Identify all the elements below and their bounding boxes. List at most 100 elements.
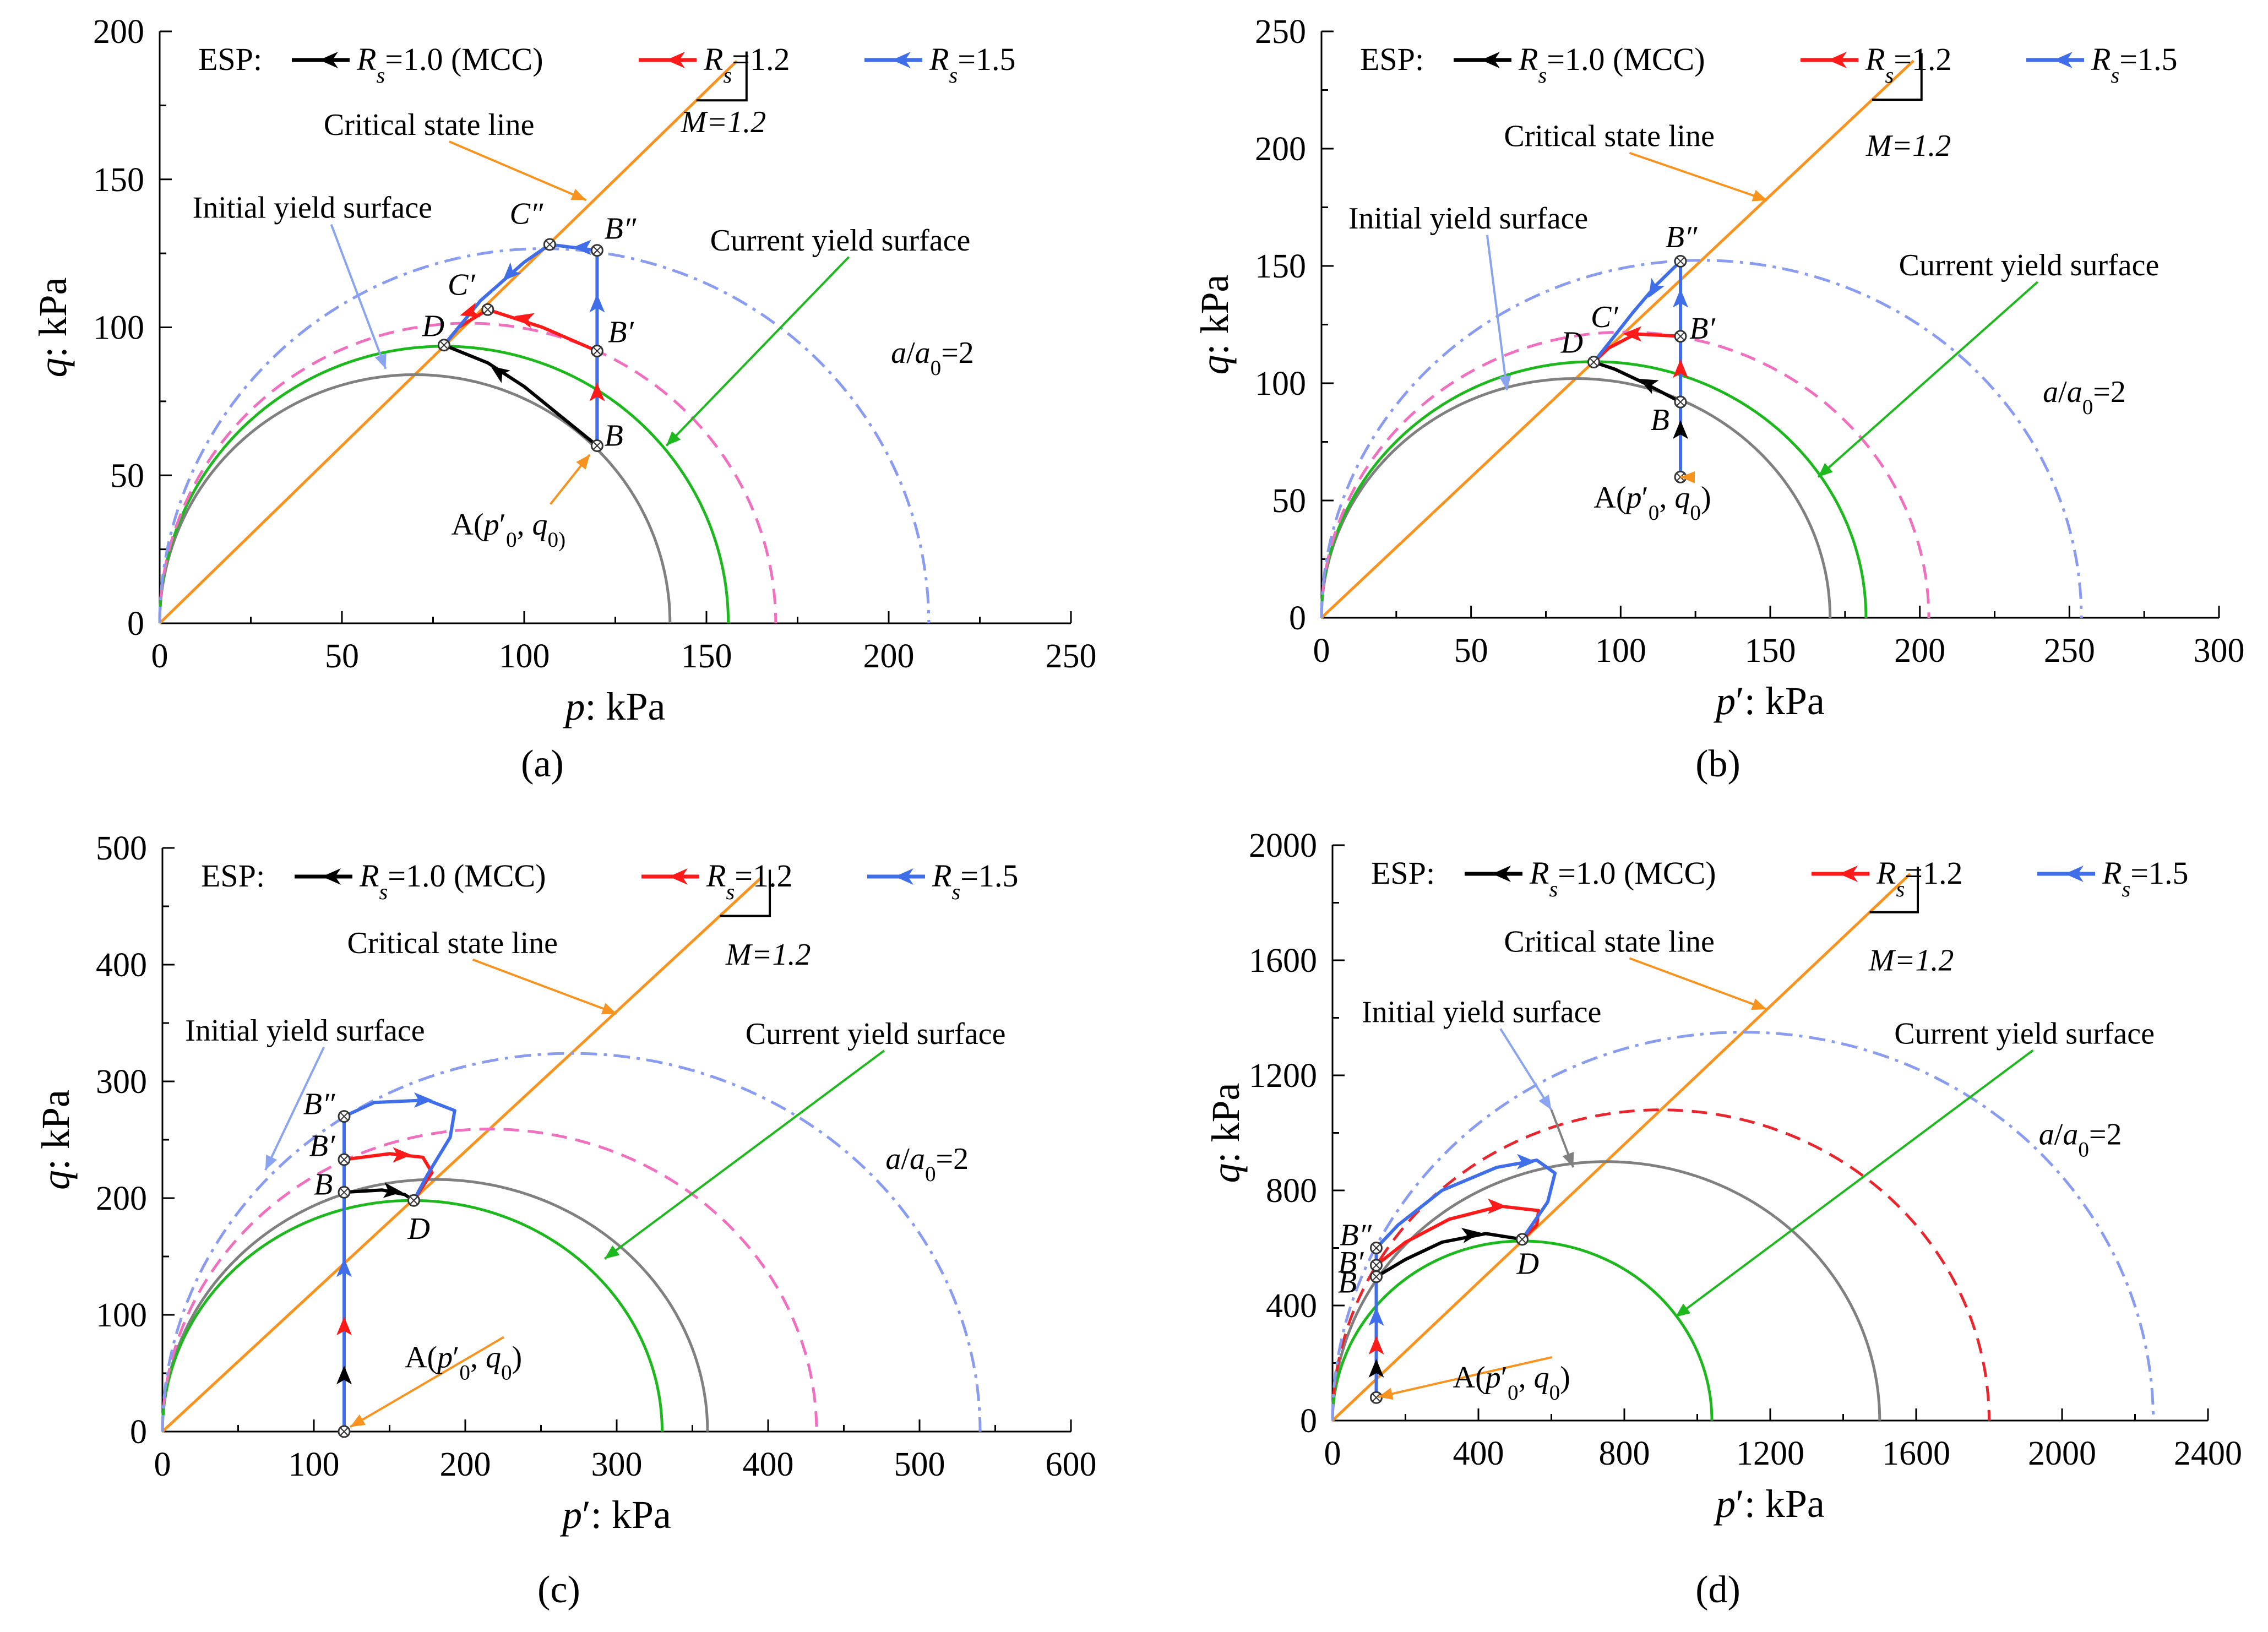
legend-arrowhead xyxy=(669,868,688,885)
annotation-label: Initial yield surface xyxy=(193,191,432,225)
slope-label: M=1.2 xyxy=(1865,129,1951,163)
a-ratio-label-part: 0 xyxy=(925,1162,936,1186)
point-label: C′ xyxy=(448,268,475,302)
x-tick-label: 1200 xyxy=(1736,1435,1804,1472)
annotation-leader xyxy=(1629,151,1768,202)
annotation-label: Critical state line xyxy=(1504,924,1715,959)
legend-entry-label-part: R xyxy=(1876,855,1896,891)
x-tick-label: 250 xyxy=(2044,632,2095,670)
y-tick-label: 400 xyxy=(96,946,147,984)
annotation-leader xyxy=(603,1049,885,1260)
legend-entry-label-part: =1.0 (MCC) xyxy=(385,41,543,77)
annotation-arrowhead xyxy=(570,189,586,200)
annotation-label: A(p′0, q0) xyxy=(1453,1361,1570,1405)
path-arrowhead xyxy=(336,1366,352,1385)
y-axis-label-part: : kPa xyxy=(31,277,75,357)
y-tick-label: 0 xyxy=(1289,600,1306,637)
legend-entry-label-part: =1.5 xyxy=(960,858,1018,894)
annotation-arrowhead xyxy=(1675,1303,1691,1317)
y-axis-label-part: : kPa xyxy=(1204,1082,1248,1163)
path-arrowhead xyxy=(589,382,605,401)
point-label: B xyxy=(1338,1265,1357,1299)
point-label: D xyxy=(422,309,444,344)
path-arrowhead xyxy=(1517,1154,1536,1169)
y-tick-label: 250 xyxy=(1255,13,1306,51)
a-ratio-label-part: / xyxy=(906,336,915,370)
annotation-label-part: , xyxy=(470,1340,486,1374)
annotation-arrowhead xyxy=(1378,1388,1394,1400)
annotation-leader xyxy=(1674,1049,2034,1318)
annotation-arrowhead xyxy=(1562,1151,1574,1168)
a-ratio-label: a/a0=2 xyxy=(2043,375,2126,419)
path-arrowhead xyxy=(1639,378,1659,394)
y-axis-label: q: kPa xyxy=(31,277,75,377)
legend-entry-label-part: =1.0 (MCC) xyxy=(388,858,546,894)
point-label: B′ xyxy=(608,315,634,349)
annotation-label: A(p′0, q0) xyxy=(452,508,566,552)
x-axis-label-part: : kPa xyxy=(585,684,665,728)
legend-entry-label: Rs=1.0 (MCC) xyxy=(359,858,546,904)
panel-caption-part: ( xyxy=(1695,1569,1708,1611)
state-marker-cross xyxy=(546,241,554,248)
x-axis-label: p′: kPa xyxy=(559,1493,671,1537)
yield-surface-3 xyxy=(161,1052,982,1432)
path-arrowhead xyxy=(1488,1198,1507,1214)
x-axis-label: p′: kPa xyxy=(1713,679,1825,723)
annotation-arrowhead xyxy=(1752,189,1767,202)
annotation-label-part: 0 xyxy=(459,1361,470,1384)
legend-entry-label-part: =1.2 xyxy=(1894,41,1951,77)
slope-triangle xyxy=(696,51,748,102)
x-axis-label-part: p xyxy=(559,1493,582,1537)
path-arrowhead xyxy=(336,1317,352,1336)
x-axis-label-part: p xyxy=(1713,1482,1736,1526)
state-marker-cross xyxy=(340,1188,348,1196)
annotation-label-part: ′ xyxy=(453,1340,459,1374)
a-ratio-label-part: a xyxy=(915,336,931,370)
state-marker-cross xyxy=(593,442,601,450)
legend-entry-label-part: s xyxy=(949,63,958,88)
state-marker-cross xyxy=(593,347,601,355)
point-label: B″ xyxy=(605,211,637,246)
annotation-label-part: ′ xyxy=(1642,481,1649,515)
y-tick-label: 800 xyxy=(1266,1172,1317,1210)
legend-arrowhead xyxy=(892,52,911,68)
annotation-arrowhead xyxy=(350,1414,366,1427)
state-marker-cross xyxy=(1372,1273,1380,1281)
legend-arrowhead xyxy=(322,868,341,885)
legend-prefix: ESP: xyxy=(198,41,262,77)
point-label: B′ xyxy=(1338,1245,1364,1280)
y-axis-label-part: q xyxy=(1204,1163,1248,1183)
path-arrowhead xyxy=(1673,289,1688,308)
x-tick-label: 150 xyxy=(681,638,732,675)
annotation-label-part: A( xyxy=(1453,1361,1486,1395)
x-tick-label: 100 xyxy=(1595,632,1646,670)
path-arrowhead xyxy=(1461,1227,1481,1243)
x-tick-label: 50 xyxy=(1454,632,1488,670)
legend-entry-label: Rs=1.5 xyxy=(2102,855,2188,901)
x-axis-label: p: kPa xyxy=(562,684,665,728)
state-marker-cross xyxy=(1677,398,1684,406)
panel-caption-part: ) xyxy=(568,1569,580,1611)
panel-caption-part: a xyxy=(534,743,551,785)
legend-entry-label-part: =1.5 xyxy=(958,41,1015,77)
slope-label: M=1.2 xyxy=(681,105,766,139)
stress-path-series-2 xyxy=(1374,1158,1557,1398)
legend-arrowhead xyxy=(2065,866,2084,882)
path-arrowhead xyxy=(414,1092,433,1108)
yield-surface-3 xyxy=(1320,259,2083,618)
panel-caption: (a) xyxy=(521,743,564,785)
y-axis-label-part: q xyxy=(34,1170,78,1190)
y-tick-label: 150 xyxy=(93,161,144,199)
a-ratio-label-part: / xyxy=(901,1142,910,1176)
legend-entry-label-part: s xyxy=(1885,63,1894,88)
legend-entry-label: Rs=1.5 xyxy=(932,858,1018,904)
x-tick-label: 0 xyxy=(1313,632,1330,670)
path-arrowhead xyxy=(1623,326,1642,342)
annotation-label: Initial yield surface xyxy=(185,1014,425,1048)
annotation-label-part: 0 xyxy=(1508,1380,1519,1404)
annotation-label: A(p′0, q0) xyxy=(1593,481,1711,525)
annotation-leader xyxy=(330,224,387,369)
